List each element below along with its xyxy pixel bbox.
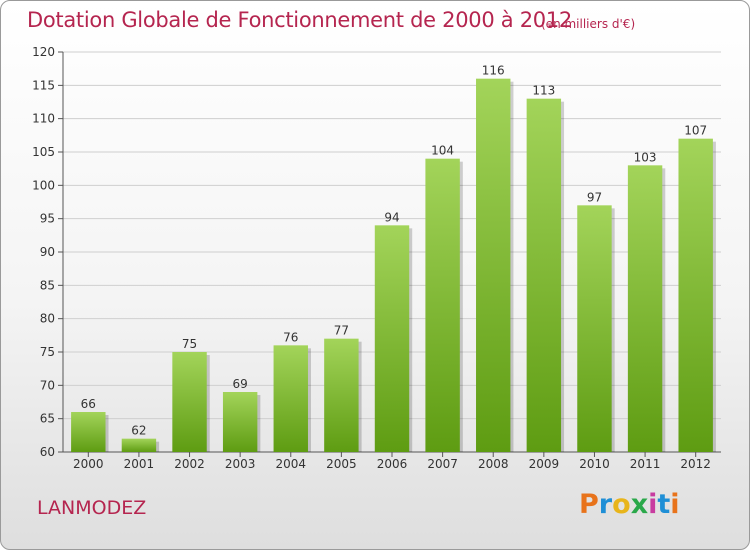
- x-tick-label-2011: 2011: [630, 457, 661, 471]
- y-tick-label: 60: [40, 445, 55, 459]
- x-tick-label-2009: 2009: [529, 457, 560, 471]
- x-tick-label-2012: 2012: [680, 457, 711, 471]
- data-label-2006: 94: [384, 210, 399, 224]
- data-label-2004: 76: [283, 330, 298, 344]
- y-tick-label: 120: [32, 45, 55, 59]
- x-tick-label-2002: 2002: [174, 457, 205, 471]
- data-label-2007: 104: [431, 144, 454, 158]
- bar-2001: [121, 438, 157, 452]
- bar-2006: [374, 225, 410, 452]
- y-tick-label: 95: [40, 212, 55, 226]
- data-label-2008: 116: [482, 64, 505, 78]
- data-label-2001: 62: [131, 424, 146, 438]
- x-tick-label-2008: 2008: [478, 457, 509, 471]
- y-tick-label: 90: [40, 245, 55, 259]
- data-label-2005: 77: [334, 324, 349, 338]
- x-tick-label-2000: 2000: [73, 457, 104, 471]
- x-tick-label-2001: 2001: [124, 457, 155, 471]
- x-tick-label-2007: 2007: [427, 457, 458, 471]
- bar-2012: [678, 138, 713, 452]
- y-tick-label: 110: [32, 112, 55, 126]
- data-label-2010: 97: [587, 190, 602, 204]
- bar-2010: [577, 205, 612, 452]
- y-tick-label: 75: [40, 345, 55, 359]
- logo-letter: t: [657, 489, 671, 520]
- data-label-2012: 107: [684, 124, 707, 138]
- x-tick-label-2005: 2005: [326, 457, 357, 471]
- commune-name: LANMODEZ: [37, 497, 147, 519]
- x-tick-label-2010: 2010: [579, 457, 610, 471]
- y-tick-label: 80: [40, 312, 55, 326]
- bar-2002: [172, 352, 207, 452]
- chart-unit: (en milliers d'€): [541, 17, 636, 31]
- bar-2009: [526, 98, 562, 453]
- data-label-2011: 103: [634, 150, 657, 164]
- logo-letter: i: [648, 489, 658, 520]
- data-label-2000: 66: [81, 397, 96, 411]
- y-tick-label: 100: [32, 178, 55, 192]
- y-tick-label: 65: [40, 412, 55, 426]
- y-tick-label: 115: [32, 78, 55, 92]
- proxiti-logo: Proxiti: [579, 489, 680, 520]
- data-label-2002: 75: [182, 337, 197, 351]
- chart-title: Dotation Globale de Fonctionnement de 20…: [27, 8, 572, 32]
- bar-2004: [273, 345, 308, 452]
- bar-chart: 60 65 70 75 80 85 90 95 100 105 110 115 120 66 62 75 69…: [32, 45, 721, 471]
- x-axis: 2000 2001 2002 2003 2004 2005 2006 2007 2008 2009…: [73, 452, 711, 471]
- data-label-2003: 69: [233, 377, 248, 391]
- logo-letter: P: [579, 489, 599, 520]
- x-tick-label-2003: 2003: [225, 457, 256, 471]
- logo-letter: x: [630, 489, 649, 520]
- bar-2000: [71, 412, 106, 452]
- x-tick-label-2006: 2006: [377, 457, 408, 471]
- bars: [71, 78, 716, 453]
- bar-2003: [222, 392, 258, 452]
- x-tick-label-2004: 2004: [275, 457, 306, 471]
- data-label-2009: 113: [532, 84, 555, 98]
- y-tick-label: 85: [40, 278, 55, 292]
- logo-letter: r: [598, 489, 613, 520]
- logo-letter: o: [612, 489, 631, 520]
- y-tick-label: 105: [32, 145, 55, 159]
- y-tick-label: 70: [40, 378, 55, 392]
- bar-2011: [627, 165, 663, 453]
- bar-2008: [476, 78, 511, 453]
- bar-2005: [324, 338, 359, 452]
- logo-letter: i: [670, 489, 680, 520]
- bar-2007: [425, 158, 460, 452]
- data-labels: 66 62 75 69 76 77 94 104 116 113 97 103 107: [81, 64, 707, 438]
